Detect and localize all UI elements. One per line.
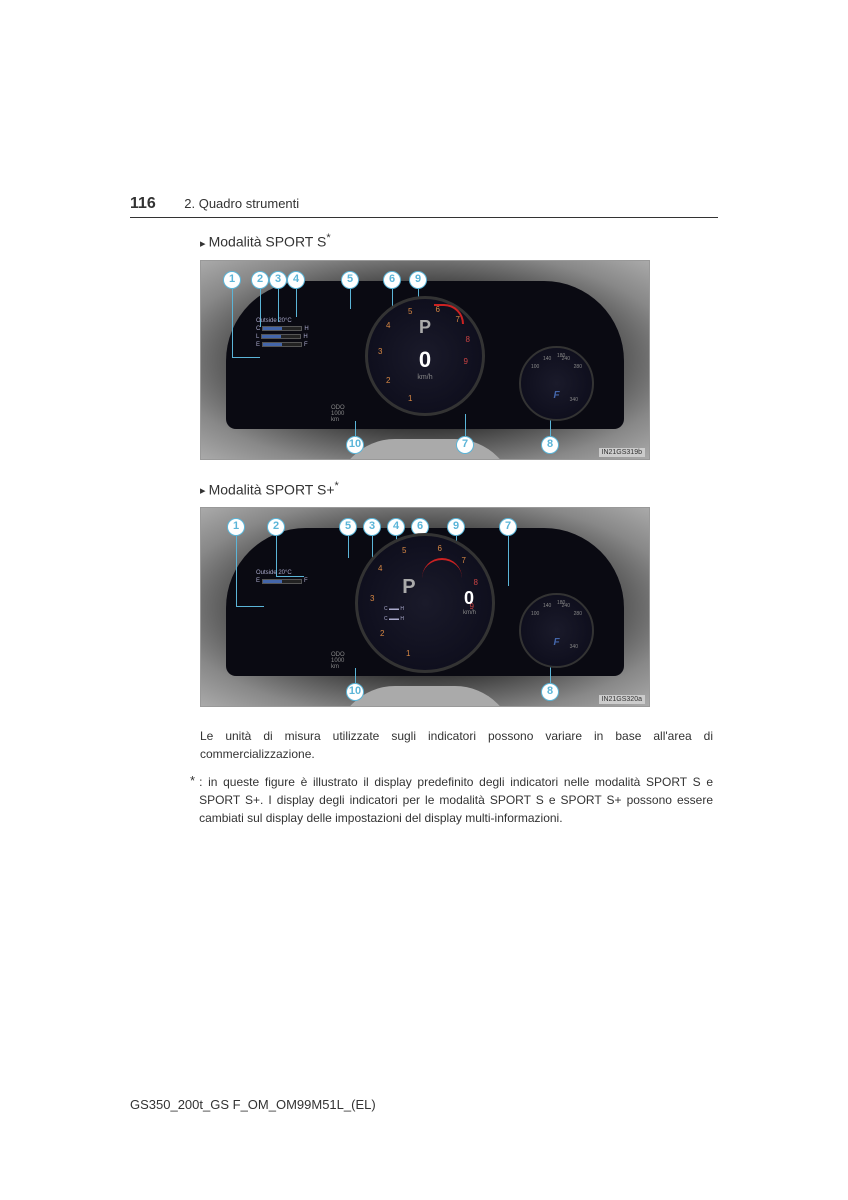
odometer: ODO 1000 km — [331, 652, 345, 670]
odo-value: 1000 — [331, 411, 345, 417]
f-badge-icon: F — [553, 390, 559, 401]
image-reference: IN21GS319b — [599, 448, 645, 457]
leader-line — [355, 421, 356, 436]
leader-line — [350, 289, 351, 309]
speedo-scale: 100 140 180 240 280 340 — [529, 603, 584, 658]
mode-label-text: Modalità SPORT S — [209, 234, 327, 250]
sub-speedometer: 100 140 180 240 280 340 F — [519, 593, 594, 668]
page-header: 116 2. Quadro strumenti — [130, 195, 718, 218]
fuel-row: EF — [256, 578, 308, 584]
callout-1: 1 — [223, 271, 241, 289]
sport-splus-cluster: 1 2 5 3 4 6 9 7 10 8 Outside 20°C EF 1 2… — [200, 507, 650, 707]
gear-indicator: P — [419, 317, 431, 338]
temp-row: Outside 20°C — [256, 570, 308, 576]
body-note: Le unità di misura utilizzate sugli indi… — [200, 727, 713, 763]
main-tachometer: 1 2 3 4 5 6 7 8 9 P 0 km/h C ▬▬ H C ▬▬ H — [355, 533, 495, 673]
callout-8: 8 — [541, 683, 559, 701]
main-tachometer: 1 2 3 4 5 6 7 8 9 P 0 km/h — [365, 296, 485, 416]
left-info-panel: Outside 20°C EF — [256, 568, 308, 586]
content-area: Modalità SPORT S* 1 2 3 4 5 6 9 10 7 8 O… — [200, 232, 713, 827]
gear-indicator: P — [402, 576, 415, 599]
f-badge-icon: F — [553, 637, 559, 648]
callout-7: 7 — [456, 436, 474, 454]
left-info-panel: Outside 20°C CH LH EF — [256, 316, 309, 350]
callout-9: 9 — [409, 271, 427, 289]
image-reference: IN21GS320a — [599, 695, 645, 704]
speed-value: 0 — [419, 347, 431, 373]
callout-5: 5 — [341, 271, 359, 289]
leader-line — [348, 536, 349, 558]
oil-row: LH — [256, 334, 309, 340]
sport-s-cluster: 1 2 3 4 5 6 9 10 7 8 Outside 20°C CH LH … — [200, 260, 650, 460]
odometer: ODO 1000 km — [331, 405, 345, 423]
coolant-row: CH — [256, 326, 309, 332]
inner-coolant: C ▬▬ H — [384, 606, 404, 612]
page-number: 116 — [130, 195, 156, 213]
odo-label: ODO — [331, 405, 345, 411]
callout-4: 4 — [287, 271, 305, 289]
sub-speedometer: 100 140 180 240 280 340 F — [519, 346, 594, 421]
speed-value: 0 — [464, 588, 474, 609]
mode-sport-splus-label: Modalità SPORT S+* — [200, 480, 713, 498]
leader-line — [236, 606, 264, 607]
fuel-row: EF — [256, 342, 309, 348]
speed-unit: km/h — [463, 610, 476, 616]
leader-line — [232, 289, 233, 357]
callout-10: 10 — [346, 436, 364, 454]
inner-oil: C ▬▬ H — [384, 616, 404, 622]
leader-line — [236, 536, 237, 606]
mode-sport-s-label: Modalità SPORT S* — [200, 232, 713, 250]
document-footer: GS350_200t_GS F_OM_OM99M51L_(EL) — [130, 1097, 376, 1112]
callout-3: 3 — [269, 271, 287, 289]
speedo-scale: 100 140 180 240 280 340 — [529, 356, 584, 411]
footnote-marker: * — [190, 771, 195, 825]
leader-line — [355, 668, 356, 683]
section-title: 2. Quadro strumenti — [184, 196, 299, 211]
callout-8: 8 — [541, 436, 559, 454]
callout-2: 2 — [251, 271, 269, 289]
leader-line — [232, 357, 260, 358]
temp-row: Outside 20°C — [256, 318, 309, 324]
odo-unit: km — [331, 417, 345, 423]
odo-unit: km — [331, 664, 345, 670]
mode-label-text: Modalità SPORT S+ — [209, 481, 335, 497]
footnote: * : in queste figure è illustrato il dis… — [190, 773, 713, 827]
speed-unit: km/h — [417, 374, 432, 381]
footnote-text: : in queste figure è illustrato il displ… — [199, 773, 713, 827]
leader-line — [465, 414, 466, 436]
leader-line — [508, 536, 509, 586]
callout-1: 1 — [227, 518, 245, 536]
leader-line — [296, 289, 297, 317]
callout-6: 6 — [383, 271, 401, 289]
